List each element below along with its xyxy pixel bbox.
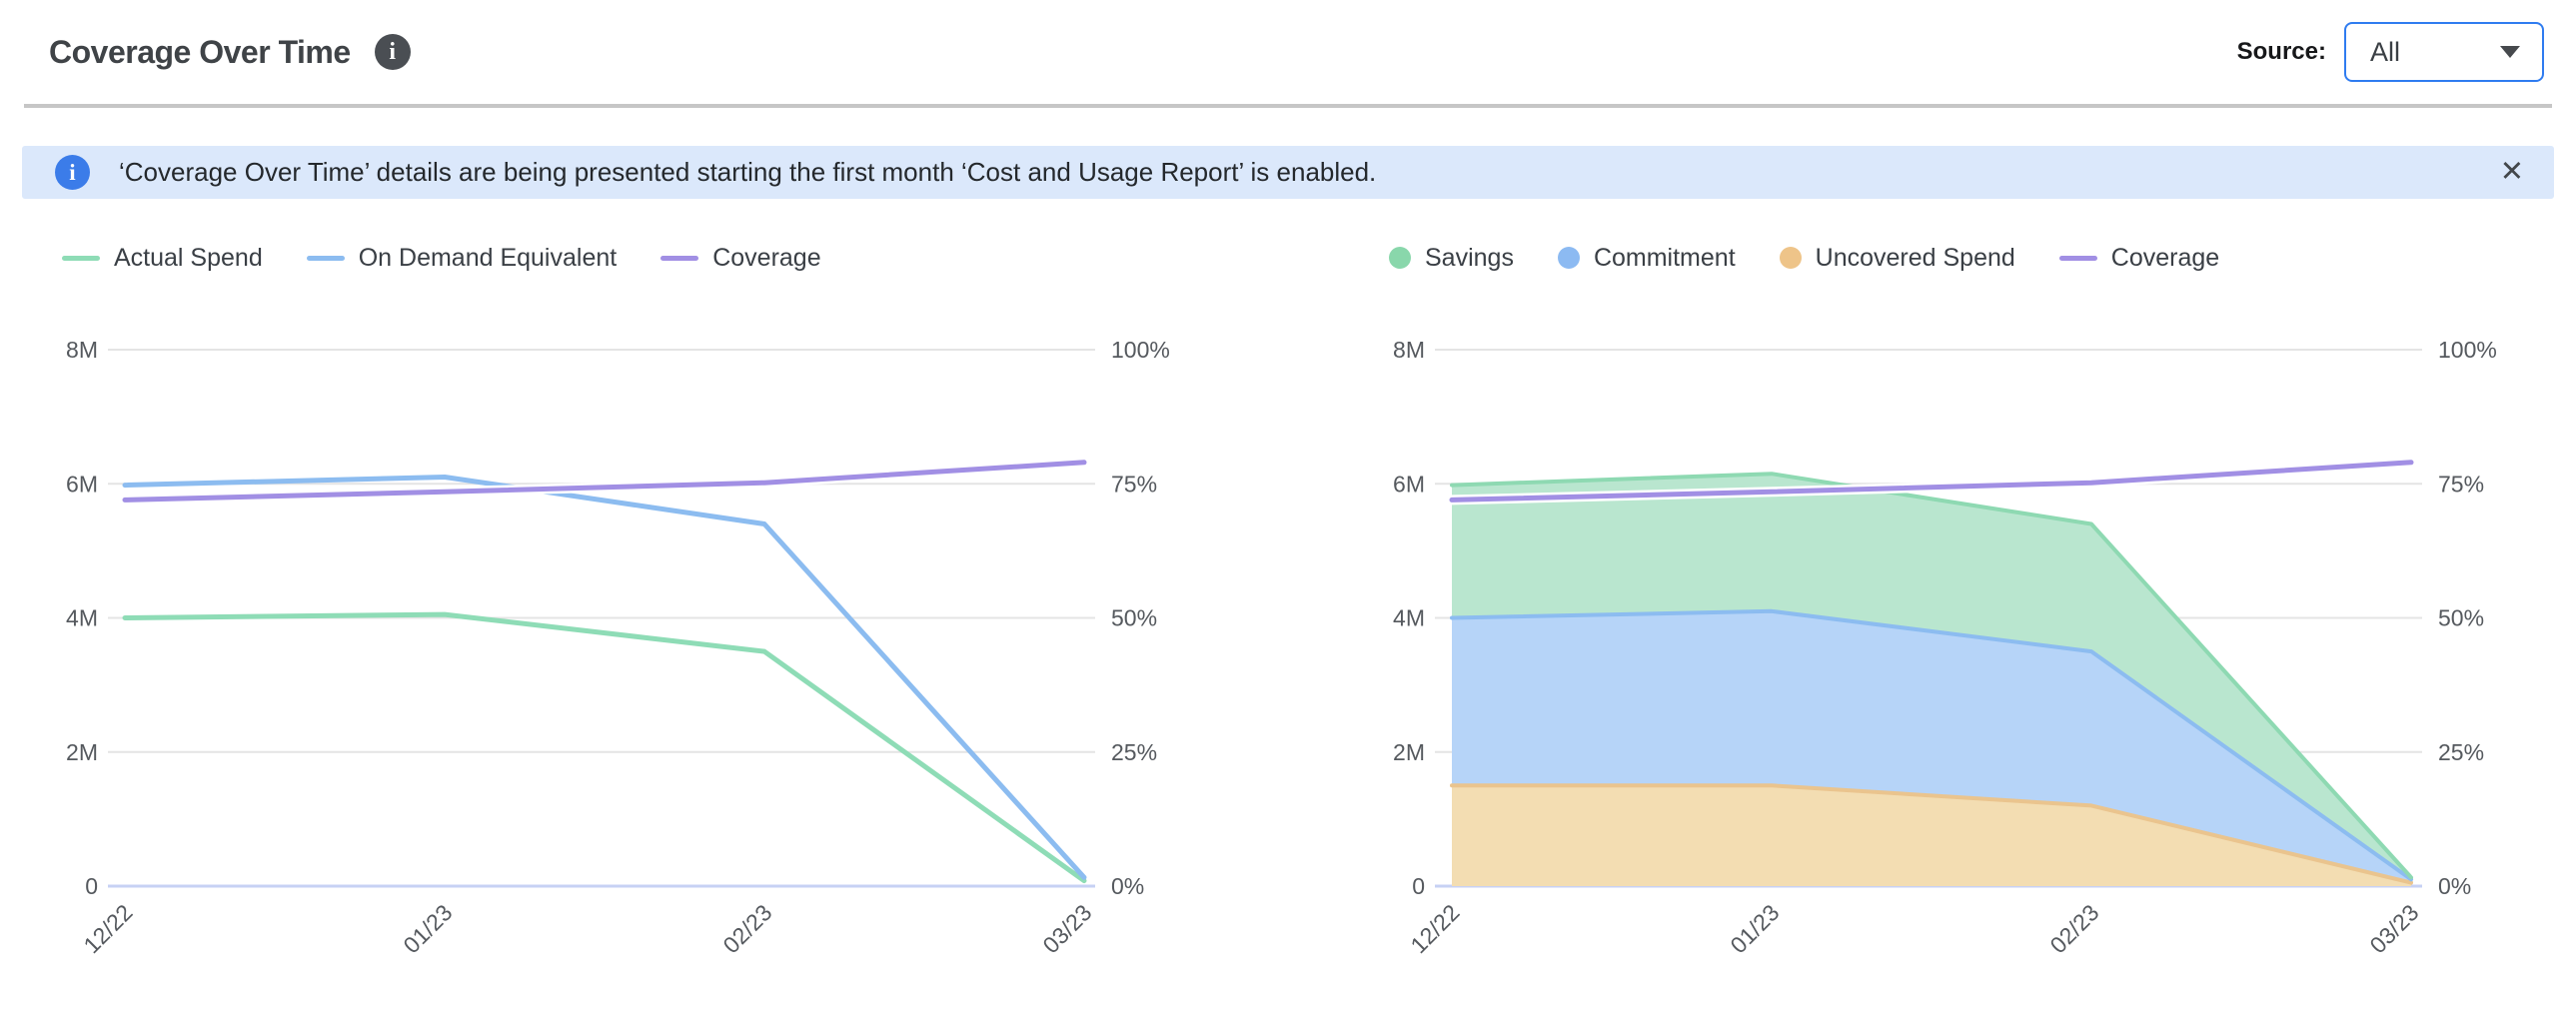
uncovered-spend-swatch [1779,247,1802,269]
coverage-line [1449,460,2414,503]
right-axis-tick: 100% [2438,337,2497,363]
coverage-line [122,460,1087,503]
on-demand-equivalent-swatch [306,255,345,261]
x-axis-tick: 03/23 [2364,899,2423,958]
coverage-swatch [660,255,699,261]
banner-text: ‘Coverage Over Time’ details are being p… [119,157,1377,187]
right-axis-tick: 50% [1111,605,1157,631]
right-axis-tick: 50% [2438,605,2484,631]
line-chart-canvas: 8M 100% 6M 75% 4M 50% 2M 25% 0 0% 12/22 01/23 02/23 0… [66,337,1170,958]
actual-spend-line [122,611,1087,884]
savings-swatch [1389,247,1411,269]
x-axis-tick: 02/23 [2044,899,2103,958]
legend-label: Coverage [712,243,821,272]
x-axis-tick: 02/23 [717,899,776,958]
left-axis-tick: 0 [1412,873,1425,899]
on-demand-equivalent-line [122,475,1087,880]
source-control: Source: All [2237,22,2544,82]
legend-label: On Demand Equivalent [358,243,618,272]
banner-info-icon: i [55,155,90,190]
spend-line-chart: Actual Spend On Demand Equivalent Coverage… [40,243,1209,1019]
source-dropdown-value: All [2370,36,2401,67]
legend-item-coverage[interactable]: Coverage [660,243,821,273]
legend-label: Uncovered Spend [1815,243,2015,272]
title-info-icon[interactable]: i [374,34,411,70]
title-info-icon-glyph: i [389,38,396,65]
legend-label: Commitment [1593,243,1736,272]
legend-label: Actual Spend [114,243,263,272]
x-axis-tick: 12/22 [1405,899,1464,958]
uncovered-spend-area-edge [1450,783,2413,885]
right-axis-tick: 75% [2438,471,2484,497]
left-axis-tick: 2M [1393,739,1425,765]
left-axis-tick: 6M [1393,471,1425,497]
banner-close-icon[interactable]: ✕ [2499,156,2524,188]
chevron-down-icon [2500,46,2520,58]
right-axis-tick: 75% [1111,471,1157,497]
legend-item-uncovered-spend[interactable]: Uncovered Spend [1779,243,2015,273]
charts-row: Actual Spend On Demand Equivalent Coverage… [0,243,2576,1019]
panel-header: Coverage Over Time i Source: All [0,0,2576,104]
source-dropdown[interactable]: All [2344,22,2544,82]
left-axis-tick: 6M [66,471,98,497]
right-axis-tick: 100% [1111,337,1170,363]
left-axis-tick: 4M [66,605,98,631]
area-chart-canvas: 8M 100% 6M 75% 4M 50% 2M 25% 0 0% 12/22 01/23 02/23 0… [1393,337,2497,958]
source-label: Source: [2236,38,2326,65]
legend-item-savings[interactable]: Savings [1389,244,1514,273]
commitment-area [1452,610,2411,883]
legend-item-commitment[interactable]: Commitment [1557,243,1736,273]
commitment-swatch [1557,247,1580,269]
savings-area-chart: Savings Commitment Uncovered Spend Coverage… [1367,243,2536,1019]
header-divider [24,104,2552,108]
page-title: Coverage Over Time [49,33,351,70]
area-chart-legend: Savings Commitment Uncovered Spend Coverage [1389,243,2536,273]
banner-info-icon-glyph: i [69,159,76,185]
left-axis-tick: 8M [1393,337,1425,363]
info-banner: i ‘Coverage Over Time’ details are being… [22,146,2554,199]
savings-area [1452,474,2411,880]
x-axis-tick: 12/22 [78,899,137,958]
legend-item-coverage[interactable]: Coverage [2058,243,2220,273]
left-axis-tick: 0 [85,873,98,899]
right-axis-tick: 25% [2438,739,2484,765]
savings-area-edge [1450,472,2413,880]
legend-item-actual-spend[interactable]: Actual Spend [62,244,263,273]
legend-label: Coverage [2110,243,2220,272]
left-axis-tick: 4M [1393,605,1425,631]
right-axis-tick: 25% [1111,739,1157,765]
right-axis-tick: 0% [1111,873,1144,899]
legend-item-on-demand-equivalent[interactable]: On Demand Equivalent [306,243,618,273]
title-wrap: Coverage Over Time i [49,34,411,71]
left-axis-tick: 2M [66,739,98,765]
right-axis-tick: 0% [2438,873,2471,899]
left-axis-tick: 8M [66,337,98,363]
uncovered-spend-area [1452,785,2411,886]
x-axis-tick: 01/23 [398,899,457,958]
x-axis-tick: 01/23 [1725,899,1784,958]
x-axis-tick: 03/23 [1037,899,1096,958]
coverage-swatch [2058,255,2097,261]
line-chart-legend: Actual Spend On Demand Equivalent Coverage [62,243,1209,273]
actual-spend-swatch [62,255,100,261]
commitment-area-edge [1450,608,2413,882]
legend-label: Savings [1425,243,1514,272]
